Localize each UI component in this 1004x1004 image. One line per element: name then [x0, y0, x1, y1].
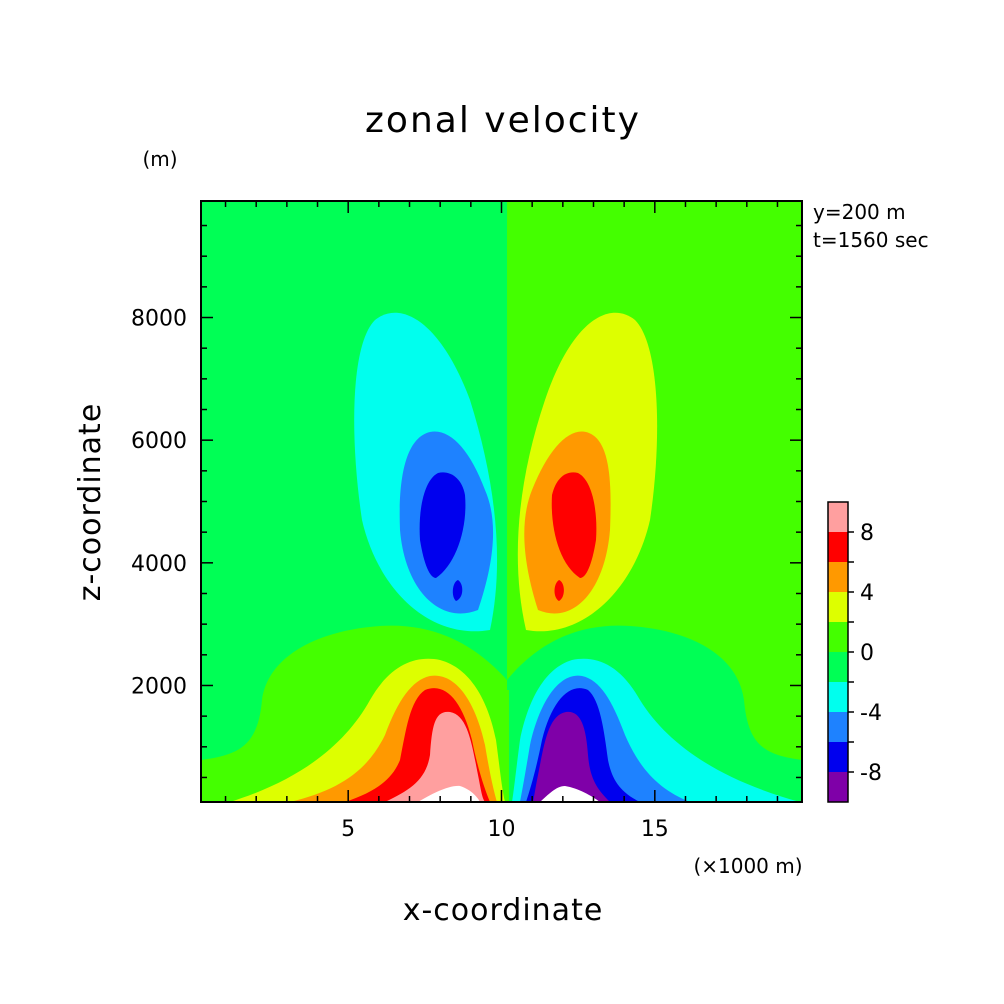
lower-right-level-minus10	[540, 786, 600, 802]
x-tick-label: 10	[488, 817, 516, 842]
colorbar-label: -4	[860, 701, 882, 726]
y-tick-labels: 2000 4000 6000 8000	[131, 307, 187, 700]
colorbar-swatch	[828, 772, 848, 802]
colorbar	[827, 501, 854, 803]
colorbar-swatch	[828, 712, 848, 742]
upper-left-level-minus6	[419, 472, 466, 578]
colorbar-label: 4	[860, 581, 874, 606]
x-unit-label: (×1000 m)	[693, 854, 802, 878]
x-axis-label: x-coordinate	[403, 893, 604, 928]
upper-right-level-6	[551, 472, 597, 578]
x-tick-labels: 5 10 15	[341, 817, 669, 842]
x-tick-label: 15	[641, 817, 669, 842]
colorbar-swatch	[828, 622, 848, 652]
contour-field	[201, 201, 802, 802]
x-tick-label: 5	[341, 817, 355, 842]
colorbar-swatch	[828, 682, 848, 712]
colorbar-swatch	[828, 592, 848, 622]
annotation-t: t=1560 sec	[813, 228, 929, 252]
y-axis-label: z-coordinate	[73, 403, 108, 602]
upper-right-level-6-small	[554, 580, 564, 601]
chart-title: zonal velocity	[365, 100, 641, 141]
lower-right-level-minus8	[533, 711, 610, 802]
colorbar-swatch	[828, 562, 848, 592]
y-tick-label: 4000	[131, 552, 187, 577]
colorbar-swatch	[828, 502, 848, 532]
y-tick-label: 6000	[131, 429, 187, 454]
colorbar-swatch	[828, 652, 848, 682]
lower-left-level-8	[385, 711, 485, 802]
colorbar-label: 0	[860, 641, 874, 666]
lower-left-level-10	[418, 785, 480, 802]
y-tick-label: 8000	[131, 307, 187, 332]
y-tick-label: 2000	[131, 674, 187, 699]
colorbar-label: -8	[860, 761, 882, 786]
center-zero-line	[505, 690, 509, 802]
axis-ticks	[201, 201, 802, 802]
upper-left-level-minus6-small	[452, 580, 463, 601]
colorbar-swatch	[828, 742, 848, 772]
y-unit-label: (m)	[142, 147, 177, 171]
annotation-y: y=200 m	[813, 200, 906, 224]
colorbar-swatch	[828, 532, 848, 562]
colorbar-label: 8	[860, 521, 874, 546]
colorbar-labels: 8 4 0 -4 -8	[860, 521, 882, 786]
